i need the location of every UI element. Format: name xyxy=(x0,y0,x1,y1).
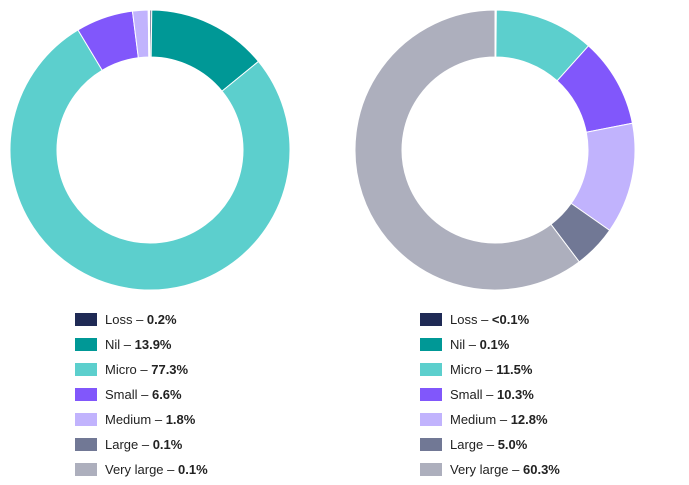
legend-item-micro: Micro – 77.3% xyxy=(75,357,208,382)
legend-item-large: Large – 0.1% xyxy=(75,432,208,457)
legend-value: 6.6% xyxy=(151,387,182,402)
legend-label: Medium – xyxy=(450,412,511,427)
legend-value: 12.8% xyxy=(510,412,548,427)
legend-right: Loss – <0.1% Nil – 0.1% Micro – 11.5% Small… xyxy=(420,307,560,482)
legend-swatch xyxy=(420,463,442,476)
legend-swatch xyxy=(420,363,442,376)
legend-swatch xyxy=(75,388,97,401)
legend-item-medium: Medium – 1.8% xyxy=(75,407,208,432)
legend-label: Small – xyxy=(105,387,152,402)
legend-label: Large – xyxy=(105,437,153,452)
legend-swatch xyxy=(420,413,442,426)
legend-label: Micro – xyxy=(450,362,497,377)
legend-item-loss: Loss – 0.2% xyxy=(75,307,208,332)
donut-chart-right xyxy=(354,9,636,291)
legend-item-large: Large – 5.0% xyxy=(420,432,560,457)
legend-swatch xyxy=(420,388,442,401)
legend-item-loss: Loss – <0.1% xyxy=(420,307,560,332)
legend-value: 11.5% xyxy=(496,362,533,377)
legend-value: 0.1% xyxy=(152,437,183,452)
legend-swatch xyxy=(75,363,97,376)
legend-left: Loss – 0.2% Nil – 13.9% Micro – 77.3% Small… xyxy=(75,307,208,482)
legend-label: Large – xyxy=(450,437,498,452)
legend-swatch xyxy=(75,313,97,326)
legend-value: 0.1% xyxy=(178,462,208,477)
legend-item-small: Small – 10.3% xyxy=(420,382,560,407)
legend-value: <0.1% xyxy=(491,312,530,327)
legend-label: Loss – xyxy=(105,312,147,327)
legend-item-nil: Nil – 13.9% xyxy=(75,332,208,357)
legend-item-nil: Nil – 0.1% xyxy=(420,332,560,357)
legend-swatch xyxy=(75,463,97,476)
legend-label: Very large – xyxy=(105,462,178,477)
legend-swatch xyxy=(75,438,97,451)
slice-micro xyxy=(9,29,291,291)
legend-value: 0.1% xyxy=(479,337,510,352)
legend-value: 0.2% xyxy=(146,312,177,327)
legend-swatch xyxy=(420,313,442,326)
slice-very-large xyxy=(148,9,151,58)
legend-label: Very large – xyxy=(450,462,523,477)
legend-label: Medium – xyxy=(105,412,166,427)
legend-swatch xyxy=(420,338,442,351)
legend-value: 77.3% xyxy=(151,362,189,377)
legend-label: Small – xyxy=(450,387,497,402)
legend-label: Nil – xyxy=(450,337,480,352)
legend-value: 13.9% xyxy=(134,337,172,352)
legend-label: Micro – xyxy=(105,362,152,377)
legend-value: 60.3% xyxy=(523,462,560,477)
legend-label: Loss – xyxy=(450,312,492,327)
donut-chart-left xyxy=(9,9,291,291)
legend-swatch xyxy=(75,413,97,426)
legend-value: 5.0% xyxy=(497,437,528,452)
legend-item-very-large: Very large – 60.3% xyxy=(420,457,560,482)
legend-item-medium: Medium – 12.8% xyxy=(420,407,560,432)
legend-value: 10.3% xyxy=(496,387,534,402)
slice-very-large xyxy=(354,9,580,291)
legend-swatch xyxy=(420,438,442,451)
legend-value: 1.8% xyxy=(165,412,196,427)
legend-item-small: Small – 6.6% xyxy=(75,382,208,407)
legend-item-very-large: Very large – 0.1% xyxy=(75,457,208,482)
legend-label: Nil – xyxy=(105,337,135,352)
legend-swatch xyxy=(75,338,97,351)
legend-item-micro: Micro – 11.5% xyxy=(420,357,560,382)
